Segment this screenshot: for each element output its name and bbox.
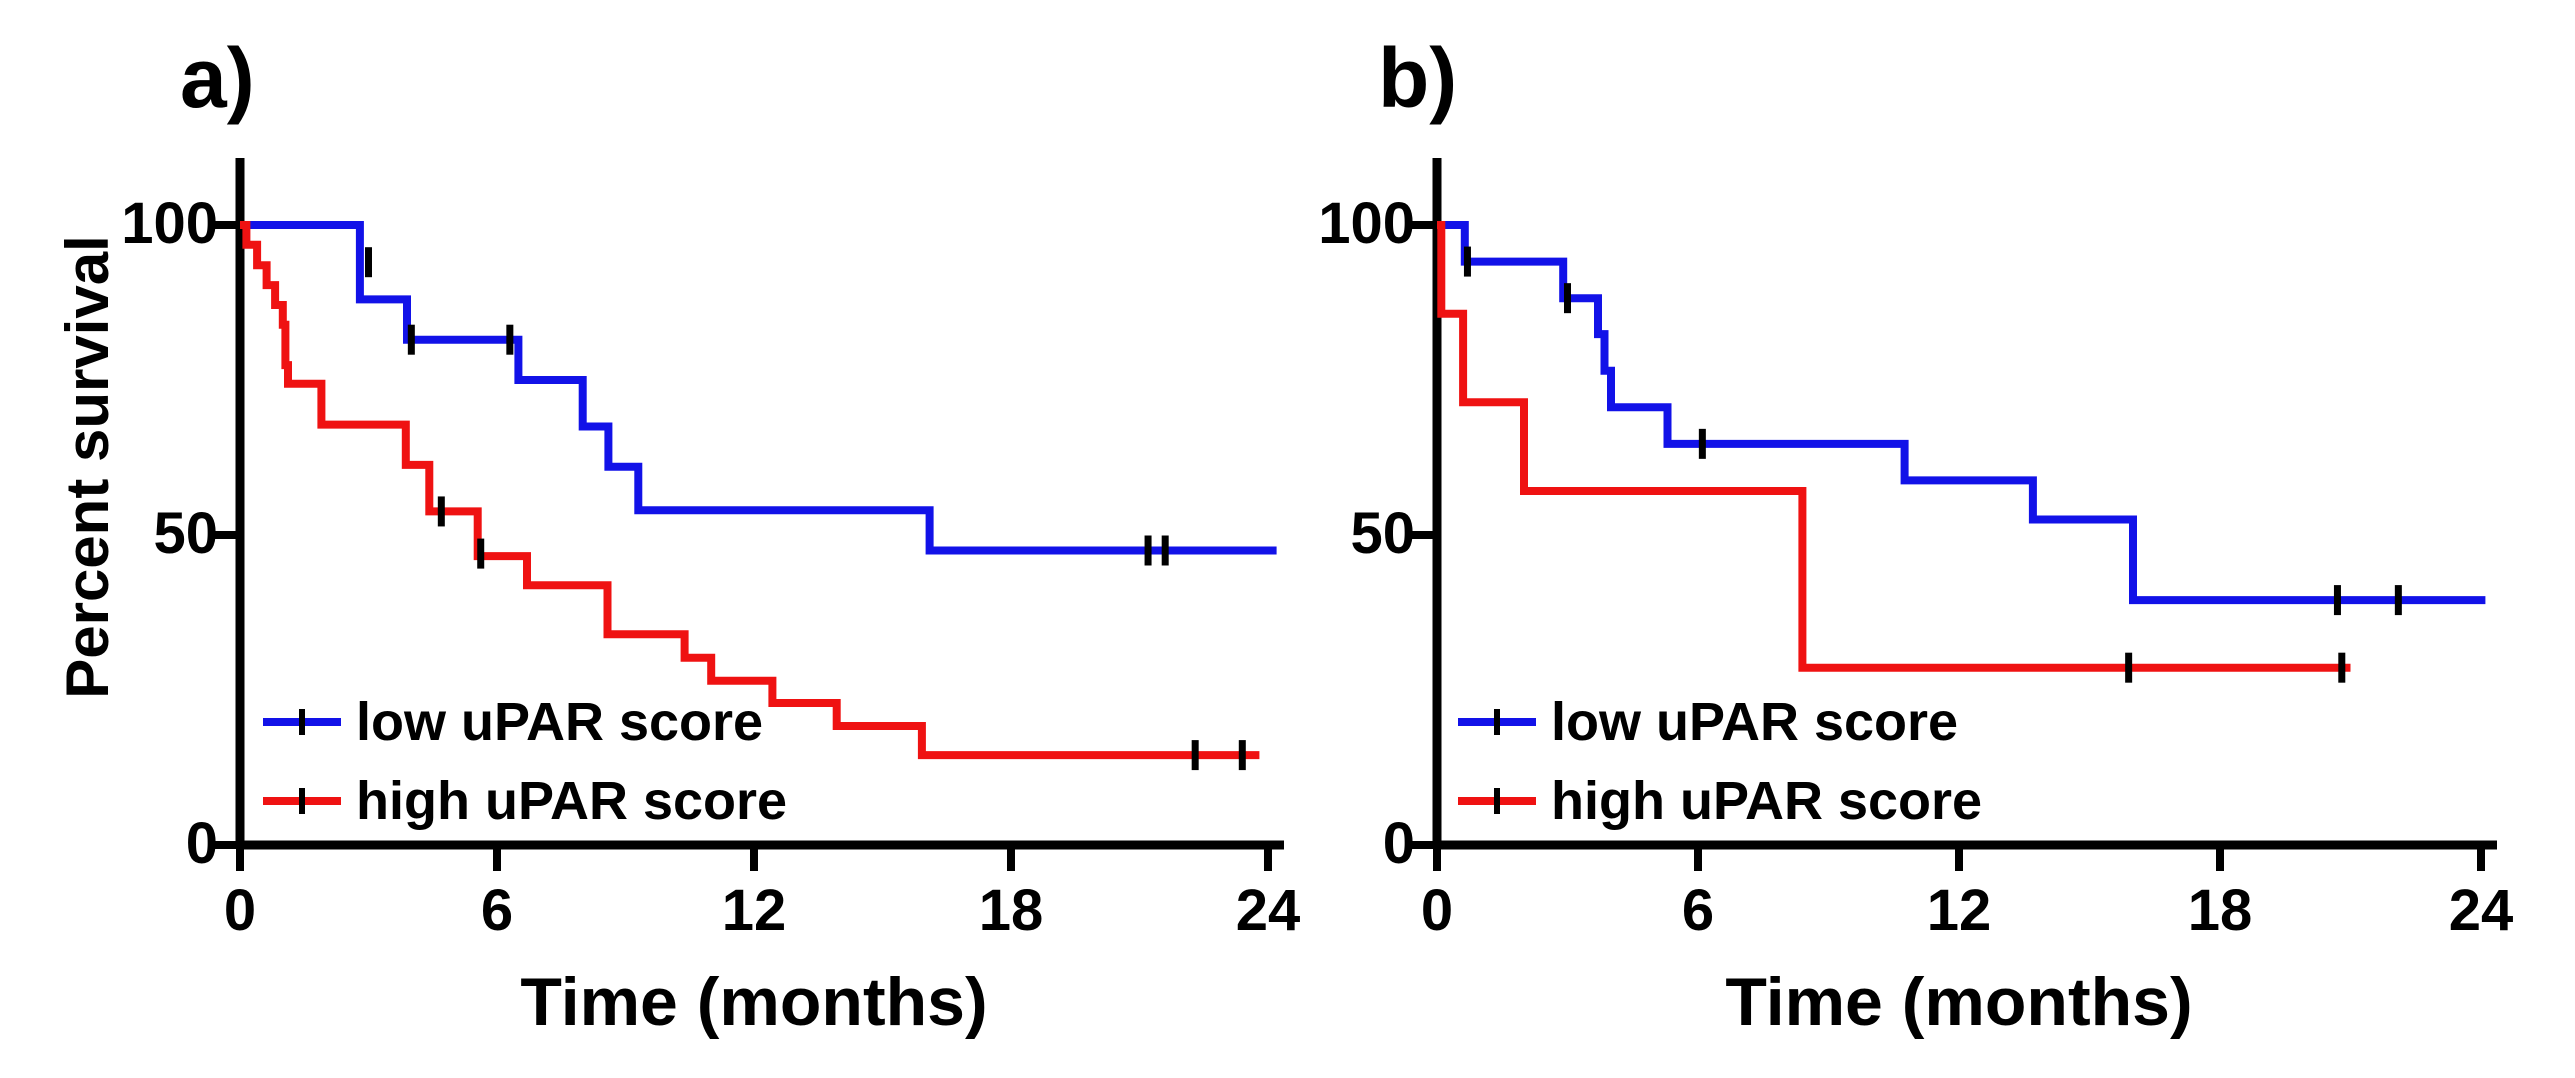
panel-b-x-axis-title: Time (months) — [1725, 964, 2193, 1040]
legend-label-high-upar: high uPAR score — [356, 771, 788, 831]
panel-a-xtick-6: 6 — [480, 878, 514, 943]
panel-b-ytick-100: 100 — [1318, 191, 1415, 256]
censor-tick-icon — [299, 709, 305, 735]
panel-b-ytick-50: 50 — [1350, 501, 1415, 566]
panel-b-letter: b) — [1378, 31, 1458, 125]
panel-b-legend-item-low: low uPAR score — [1458, 692, 2158, 752]
panel-a-xtick-0: 0 — [223, 878, 257, 943]
legend-label-low-upar: low uPAR score — [1551, 692, 1959, 752]
legend-label-low-upar: low uPAR score — [356, 692, 764, 752]
panel-b-xtick-6: 6 — [1681, 878, 1715, 943]
panel-a-ytick-50: 50 — [153, 501, 218, 566]
censor-tick-icon — [1494, 788, 1500, 814]
censor-tick-icon — [299, 788, 305, 814]
panel-b-xtick-24: 24 — [2448, 878, 2514, 943]
censor-tick-icon — [1494, 709, 1500, 735]
panel-b-xtick-12: 12 — [1926, 878, 1992, 943]
panel-b-xtick-0: 0 — [1420, 878, 1454, 943]
panel-a-xtick-18: 18 — [978, 878, 1044, 943]
panel-a-xtick-24: 24 — [1235, 878, 1301, 943]
panel-a-legend-item-high: high uPAR score — [263, 771, 963, 831]
y-axis-title: Percent survival — [54, 235, 121, 699]
panel-a-ytick-100: 100 — [121, 191, 218, 256]
legend-label-high-upar: high uPAR score — [1551, 771, 1983, 831]
panel-a-x-axis-title: Time (months) — [520, 964, 988, 1040]
panel-a-ytick-0: 0 — [185, 811, 218, 876]
panel-a-xtick-12: 12 — [721, 878, 787, 943]
panel-b-ytick-0: 0 — [1382, 811, 1415, 876]
panel-a-legend-item-low: low uPAR score — [263, 692, 963, 752]
panel-b-xtick-18: 18 — [2187, 878, 2253, 943]
panel-a-letter: a) — [180, 31, 255, 125]
panel-b-legend-item-high: high uPAR score — [1458, 771, 2158, 831]
